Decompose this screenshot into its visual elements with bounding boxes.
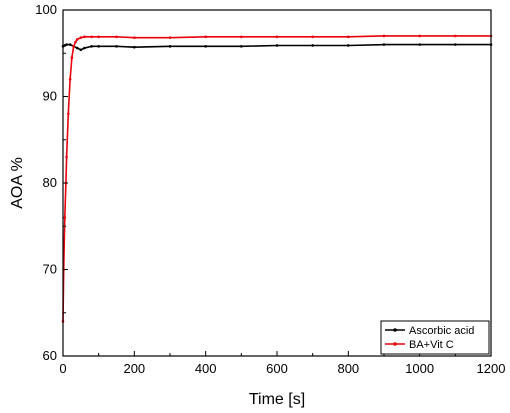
data-point <box>72 45 75 48</box>
x-tick-label: 0 <box>59 361 66 376</box>
data-point <box>204 35 207 39</box>
data-point <box>454 34 457 38</box>
data-point <box>418 43 421 46</box>
legend: Ascorbic acid BA+Vit C <box>380 320 490 355</box>
data-point <box>382 43 386 46</box>
x-tick-label: 1200 <box>477 361 506 376</box>
data-point <box>418 34 421 38</box>
data-point <box>168 45 172 48</box>
data-point <box>90 45 93 48</box>
data-point <box>240 35 243 39</box>
data-point <box>240 45 243 48</box>
data-point <box>204 45 207 48</box>
data-point <box>68 77 72 81</box>
data-point <box>311 35 314 39</box>
legend-label: BA+Vit C <box>409 339 454 351</box>
data-point <box>133 45 136 49</box>
data-point <box>67 112 70 116</box>
legend-marker <box>393 328 397 332</box>
axis-ticks: 0 200 400 600 800 1000 1200 60 70 80 90 100 <box>35 2 505 376</box>
data-point <box>75 38 79 41</box>
data-point <box>68 43 72 46</box>
data-point <box>311 44 314 47</box>
x-tick-label: 400 <box>195 361 217 376</box>
data-point <box>97 45 100 48</box>
data-point <box>79 36 83 39</box>
data-point <box>65 155 68 159</box>
series-line-ascorbic-acid <box>62 43 491 51</box>
x-tick-label: 1000 <box>405 361 434 376</box>
x-tick-label: 200 <box>123 361 145 376</box>
data-point <box>382 34 386 38</box>
x-tick-label: 600 <box>266 361 288 376</box>
y-tick-label: 80 <box>43 175 57 190</box>
series-layer <box>61 34 493 323</box>
y-tick-label: 60 <box>43 348 57 363</box>
data-point <box>79 48 83 52</box>
data-point <box>133 36 136 39</box>
y-tick-label: 70 <box>43 262 57 277</box>
x-tick-label: 800 <box>337 361 359 376</box>
data-point <box>70 56 74 59</box>
legend-marker <box>393 342 397 346</box>
data-point <box>97 35 100 39</box>
data-point <box>63 216 67 219</box>
data-point <box>454 43 457 46</box>
data-point <box>347 35 350 39</box>
data-point <box>65 43 68 46</box>
data-point <box>83 46 86 50</box>
y-tick-label: 100 <box>35 2 57 17</box>
y-tick-label: 90 <box>43 89 57 104</box>
data-point <box>275 44 279 47</box>
data-point <box>275 35 279 39</box>
x-axis-title: Time [s] <box>249 391 305 408</box>
data-point <box>83 35 86 39</box>
legend-label: Ascorbic acid <box>409 325 474 337</box>
y-axis-title: AOA % <box>9 157 26 209</box>
data-point <box>115 35 118 39</box>
data-point <box>347 44 350 47</box>
legend-box <box>380 320 490 355</box>
data-point <box>168 36 172 39</box>
data-point <box>115 45 118 48</box>
data-point <box>90 35 93 39</box>
data-point <box>74 40 77 44</box>
data-point <box>75 46 79 50</box>
